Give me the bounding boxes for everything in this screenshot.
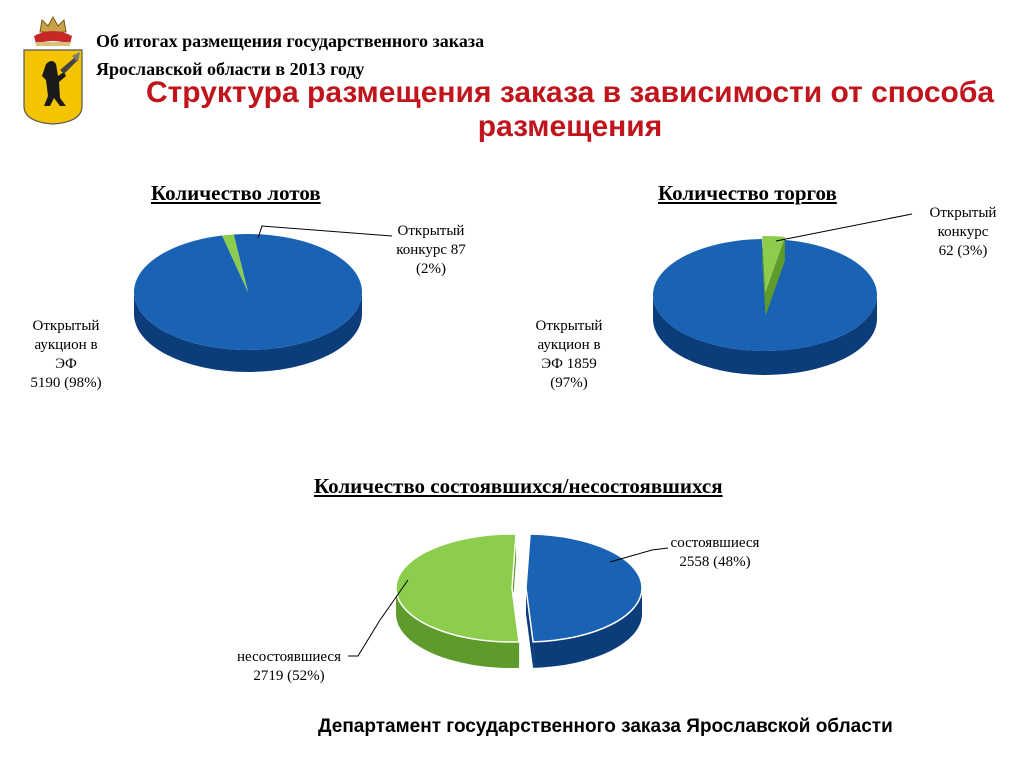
pie-slice-side — [134, 292, 362, 372]
chart-2-title: Количество торгов — [658, 181, 837, 205]
leader-line — [348, 579, 409, 657]
chart-3-title: Количество состоявшихся/несостоявшихся — [314, 474, 723, 498]
chart-2-label-big-line: (97%) — [550, 375, 588, 391]
leader-line — [257, 225, 393, 239]
header-line-1: Об итогах размещения государственного за… — [96, 31, 485, 51]
chart-2-label-big-line: Открытый — [535, 318, 603, 334]
chart-2-label-big-line: ЭФ 1859 — [541, 356, 597, 372]
pie-slice — [762, 236, 785, 293]
chart-2-label-big: Открытый аукцион в ЭФ 1859 (97%) — [514, 317, 624, 393]
leader-line — [775, 213, 913, 242]
chart-1-label-big-line: 5190 (98%) — [30, 375, 102, 391]
pie-slice — [395, 533, 520, 643]
chart-1-label-big-line: ЭФ — [55, 356, 77, 372]
slide-title: Структура размещения заказа в зависимост… — [145, 76, 995, 143]
chart-3-label-a-line: 2558 (48%) — [679, 554, 751, 570]
header-line-2: Ярославской области в 2013 году — [96, 59, 365, 79]
chart-1-title: Количество лотов — [151, 181, 321, 205]
chart-3-label-a: состоявшиеся 2558 (48%) — [650, 534, 780, 572]
pie-slice — [134, 234, 363, 350]
pie-slice-cut-face — [762, 236, 766, 317]
chart-2-label-small-line: 62 (3%) — [938, 243, 988, 259]
chart-2-label-small: Открытый конкурс 62 (3%) — [908, 204, 1018, 261]
chart-1-label-big: Открытый аукцион в ЭФ 5190 (98%) — [14, 317, 118, 393]
chart-1-label-small-line: Открытый — [397, 223, 465, 239]
chart-1-label-big-line: Открытый — [32, 318, 100, 334]
footer-department: Департамент государственного заказа Ярос… — [318, 716, 893, 737]
chart-1-label-small: Открытый конкурс 87 (2%) — [376, 222, 486, 279]
pie-slice — [222, 234, 248, 292]
chart-3-label-a-line: состоявшиеся — [670, 535, 760, 551]
chart-3-label-b-line: 2719 (52%) — [253, 668, 325, 684]
pie-slice-side — [533, 587, 642, 668]
pie-slice-side — [396, 588, 520, 669]
chart-2-label-small-line: конкурс — [937, 224, 989, 240]
chart-1-label-small-line: конкурс 87 — [396, 242, 466, 258]
chart-3-label-b: несостоявшиеся 2719 (52%) — [220, 648, 358, 686]
leader-line — [609, 547, 669, 563]
chart-1-label-big-line: аукцион в — [34, 337, 98, 353]
pie-slice-cut-face — [525, 587, 534, 668]
pie-slice-cut-face — [765, 236, 785, 317]
pie-slice-side — [653, 295, 877, 375]
chart-1-label-small-line: (2%) — [416, 261, 446, 277]
chart-3-label-b-line: несостоявшиеся — [237, 649, 341, 665]
yaroslavl-coat-of-arms-icon — [23, 15, 83, 125]
chart-2-label-big-line: аукцион в — [537, 337, 601, 353]
chart-2-label-small-line: Открытый — [929, 205, 997, 221]
